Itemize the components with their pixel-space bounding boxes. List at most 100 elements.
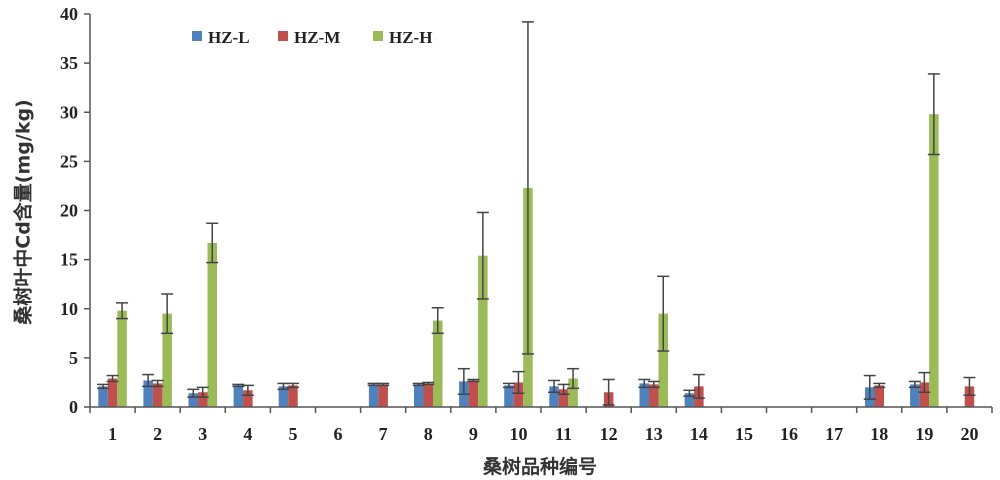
bar-hz-m-2 (152, 383, 163, 407)
x-tick-label-9: 9 (469, 424, 478, 444)
bar-hz-l-4 (233, 385, 244, 407)
bar-hz-h-13 (658, 313, 668, 407)
error-bar-hz-m-7 (377, 382, 390, 387)
error-bar-hz-m-4 (241, 384, 254, 396)
x-tick-label-13: 13 (645, 424, 663, 444)
error-bar-hz-m-20 (963, 376, 976, 396)
y-tick-label-10: 10 (60, 299, 78, 319)
error-bar-hz-m-14 (692, 373, 705, 399)
bar-hz-m-7 (378, 384, 388, 407)
error-bar-hz-h-13 (657, 275, 670, 352)
bar-hz-l-11 (549, 386, 559, 407)
x-tick-label-10: 10 (509, 424, 527, 444)
bar-hz-h-19 (929, 114, 939, 408)
x-tick-label-1: 1 (108, 424, 117, 444)
error-bar-hz-m-9 (467, 378, 480, 383)
x-tick-label-17: 17 (825, 424, 843, 444)
bar-hz-h-11 (568, 378, 578, 407)
error-bar-hz-h-9 (476, 211, 489, 300)
y-tick-label-25: 25 (60, 151, 78, 171)
legend-swatch-hz-h (373, 31, 383, 41)
error-bar-hz-h-2 (161, 293, 174, 335)
error-bar-hz-l-11 (548, 379, 561, 394)
error-bar-hz-m-18 (873, 382, 886, 389)
legend-swatch-hz-l (192, 31, 202, 41)
x-tick-label-16: 16 (780, 424, 798, 444)
bar-hz-m-11 (558, 389, 569, 407)
error-bar-hz-l-19 (908, 380, 921, 389)
bar-hz-m-3 (198, 392, 208, 407)
error-bar-hz-m-12 (602, 378, 615, 406)
bar-hz-m-13 (649, 384, 659, 407)
bar-hz-l-14 (684, 393, 695, 407)
bar-hz-l-8 (414, 384, 424, 407)
y-tick-label-35: 35 (60, 53, 78, 73)
bar-hz-m-18 (874, 385, 884, 407)
legend-swatch-hz-m (278, 31, 288, 41)
x-tick-label-12: 12 (600, 424, 618, 444)
error-bar-hz-h-8 (431, 307, 444, 335)
bar-hz-h-9 (478, 255, 488, 407)
x-tick-label-14: 14 (690, 424, 708, 444)
y-tick-label-15: 15 (60, 250, 78, 270)
error-bar-hz-h-11 (567, 367, 580, 390)
bar-hz-l-7 (368, 384, 379, 407)
bar-hz-l-10 (504, 385, 514, 407)
bar-hz-h-2 (162, 313, 172, 407)
y-tick-label-30: 30 (60, 102, 78, 122)
error-bar-hz-l-1 (97, 383, 110, 390)
x-tick-label-6: 6 (334, 424, 343, 444)
error-bar-hz-m-3 (196, 386, 209, 398)
error-bar-hz-l-9 (457, 367, 470, 395)
error-bar-hz-m-8 (422, 381, 435, 386)
legend-label-hz-m: HZ-M (294, 28, 340, 47)
error-bar-hz-l-10 (502, 382, 515, 389)
bar-hz-l-1 (98, 386, 108, 407)
error-bar-hz-m-5 (286, 382, 299, 389)
x-tick-label-15: 15 (735, 424, 753, 444)
error-bar-hz-l-8 (412, 382, 425, 387)
bar-hz-m-10 (513, 382, 524, 407)
x-tick-label-3: 3 (198, 424, 207, 444)
x-tick-label-11: 11 (555, 424, 572, 444)
bar-hz-l-3 (188, 393, 198, 407)
bar-hz-m-4 (243, 390, 253, 407)
x-tick-label-2: 2 (153, 424, 162, 444)
bar-hz-m-19 (919, 382, 930, 407)
error-bar-hz-l-14 (683, 389, 696, 397)
y-tick-label-5: 5 (69, 348, 78, 368)
error-bar-hz-h-10 (521, 21, 534, 355)
bar-hz-l-19 (910, 384, 920, 407)
y-tick-label-20: 20 (60, 201, 78, 221)
y-tick-label-40: 40 (60, 4, 78, 24)
x-axis-title: 桑树品种编号 (482, 456, 598, 478)
x-tick-label-5: 5 (288, 424, 297, 444)
error-bar-hz-m-13 (647, 380, 660, 389)
error-bar-hz-h-19 (927, 73, 940, 156)
x-tick-label-18: 18 (870, 424, 888, 444)
bar-hz-m-9 (468, 380, 479, 407)
x-tick-label-19: 19 (915, 424, 933, 444)
bar-hz-m-8 (423, 383, 433, 407)
error-bar-hz-m-2 (151, 379, 164, 388)
error-bar-hz-h-1 (116, 302, 129, 320)
bar-hz-m-1 (107, 378, 118, 407)
bar-hz-h-3 (207, 242, 217, 407)
error-bar-hz-m-1 (106, 374, 119, 383)
y-tick-label-0: 0 (69, 397, 78, 417)
error-bar-hz-l-18 (863, 374, 876, 400)
error-bar-hz-m-11 (557, 383, 570, 395)
bar-hz-h-8 (433, 320, 443, 407)
x-tick-label-4: 4 (243, 424, 252, 444)
bar-hz-m-20 (964, 386, 975, 407)
x-tick-label-20: 20 (960, 424, 978, 444)
bar-hz-l-2 (143, 380, 153, 407)
error-bar-hz-l-4 (232, 383, 245, 388)
error-bar-hz-m-19 (918, 371, 931, 394)
error-bar-hz-h-3 (206, 222, 219, 264)
x-tick-label-8: 8 (424, 424, 433, 444)
legend-label-hz-h: HZ-H (389, 28, 432, 47)
error-bar-hz-m-10 (512, 370, 525, 394)
bar-hz-h-1 (117, 310, 127, 407)
